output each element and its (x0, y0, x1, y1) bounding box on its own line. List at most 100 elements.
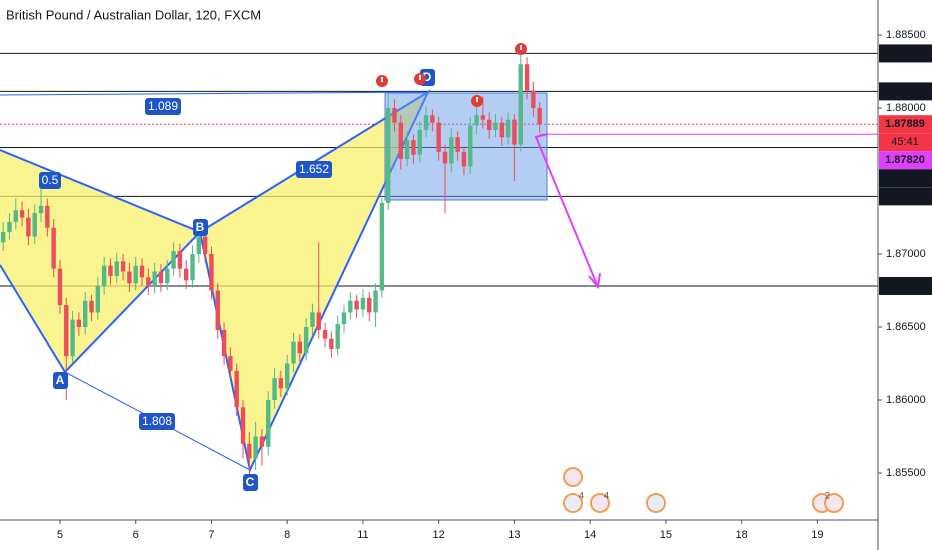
candle-body (322, 329, 328, 339)
x-tick-label: 19 (811, 529, 823, 541)
alert-markers (376, 43, 527, 107)
candle-body (253, 436, 258, 459)
candle-body (120, 261, 126, 272)
price-tag (879, 115, 932, 134)
harmonic-pattern (0, 89, 431, 474)
ratio-label: 1.089 (148, 99, 178, 113)
y-tick-label: 1.86000 (886, 394, 926, 406)
ratio-line (0, 91, 429, 96)
candle-body (133, 265, 138, 284)
price-tag-label: 1.86781 (885, 280, 925, 292)
candle-body (202, 236, 208, 255)
candle-body (209, 254, 214, 291)
candle-body (114, 261, 119, 276)
event-count: 4 (579, 490, 584, 500)
price-tag-label: 1.87395 (885, 190, 925, 202)
event-icon[interactable] (590, 493, 610, 513)
event-icon[interactable] (563, 493, 583, 513)
countdown-label: 45:41 (891, 136, 919, 148)
ratio-box (39, 172, 61, 189)
price-tag (879, 169, 932, 188)
candle-body (215, 290, 220, 330)
candle-body (0, 232, 6, 243)
candle-body (158, 271, 164, 284)
price-tag (879, 82, 932, 101)
candle-body (196, 236, 202, 255)
candle-body (101, 265, 107, 287)
candle-body (139, 265, 145, 278)
events: 4 4 2 (563, 467, 844, 513)
candle-body (95, 286, 101, 313)
ratio-box (139, 413, 175, 430)
candle-body (284, 363, 290, 389)
point-box (193, 219, 208, 236)
candle-body (247, 443, 252, 459)
ratio-box (145, 98, 181, 115)
candle-body (228, 356, 233, 371)
pattern-fill (0, 150, 200, 372)
candle-body (171, 251, 176, 269)
y-tick-label: 1.85500 (886, 467, 926, 479)
event-icon[interactable] (563, 467, 583, 487)
candle-body (335, 324, 340, 349)
candle-body (32, 213, 37, 237)
price-tag-label: 1.87820 (885, 154, 925, 166)
point-label: D (423, 70, 432, 84)
candle-body (316, 312, 321, 330)
candle-body (127, 271, 132, 284)
time-axis-panel (0, 520, 878, 550)
candle-body (57, 268, 63, 306)
x-tick-label: 14 (584, 529, 596, 541)
candles-layer (0, 46, 542, 476)
candle-body (474, 115, 479, 126)
candle-body (291, 341, 296, 364)
candle-body (51, 227, 56, 269)
candle-body (7, 221, 12, 233)
alert-glyph (381, 77, 383, 82)
alert-glyph (520, 45, 522, 50)
price-tag (879, 44, 932, 63)
price-tag-label: 1.88114 (885, 85, 925, 97)
candle-body (259, 436, 265, 447)
x-tick-label: 18 (736, 529, 748, 541)
pattern-fill (200, 92, 428, 470)
x-tick-label: 5 (57, 529, 63, 541)
price-tag (879, 187, 932, 206)
ratio-label: 1.808 (142, 414, 172, 428)
candle-body (184, 268, 189, 281)
projection-arrow (534, 133, 601, 290)
candle-body (165, 268, 170, 284)
x-tick-label: 7 (208, 529, 214, 541)
candle-body (310, 312, 315, 328)
x-tick-label: 11 (357, 529, 368, 541)
candle-body (240, 407, 246, 444)
event-icon[interactable] (646, 493, 666, 513)
countdown-tag (879, 133, 932, 152)
candle-body (76, 319, 82, 328)
arrow-head (588, 272, 601, 290)
event-icon[interactable] (824, 493, 844, 513)
point-label: B (196, 220, 205, 234)
candle-body (537, 108, 542, 125)
axis-layer: 5 6 7 8 11 12 13 14 15 18 19 1.85500 1.86000 1.86500 1… (57, 29, 932, 541)
ratio-label: 0.5 (42, 173, 59, 187)
candle-body (367, 297, 372, 313)
candle-body (480, 115, 486, 120)
point-label: A (56, 373, 65, 387)
x-tick-label: 13 (508, 529, 520, 541)
ratio-label: 1.652 (299, 162, 329, 176)
price-tag-label: 1.88374 (885, 47, 926, 59)
alert-glyph (476, 97, 478, 102)
ratio-box (296, 161, 332, 178)
candle-body (13, 210, 18, 222)
candle-body (379, 202, 385, 291)
candle-body (455, 137, 460, 152)
price-tag (879, 276, 932, 295)
x-tick-label: 6 (133, 529, 139, 541)
candle-body (411, 140, 416, 155)
candle-body (26, 217, 31, 237)
candle-body (303, 327, 309, 354)
chart-title: British Pound / Australian Dollar, 120, … (6, 7, 261, 22)
x-tick-label: 15 (660, 529, 672, 541)
y-tick-label: 1.87000 (886, 248, 926, 260)
